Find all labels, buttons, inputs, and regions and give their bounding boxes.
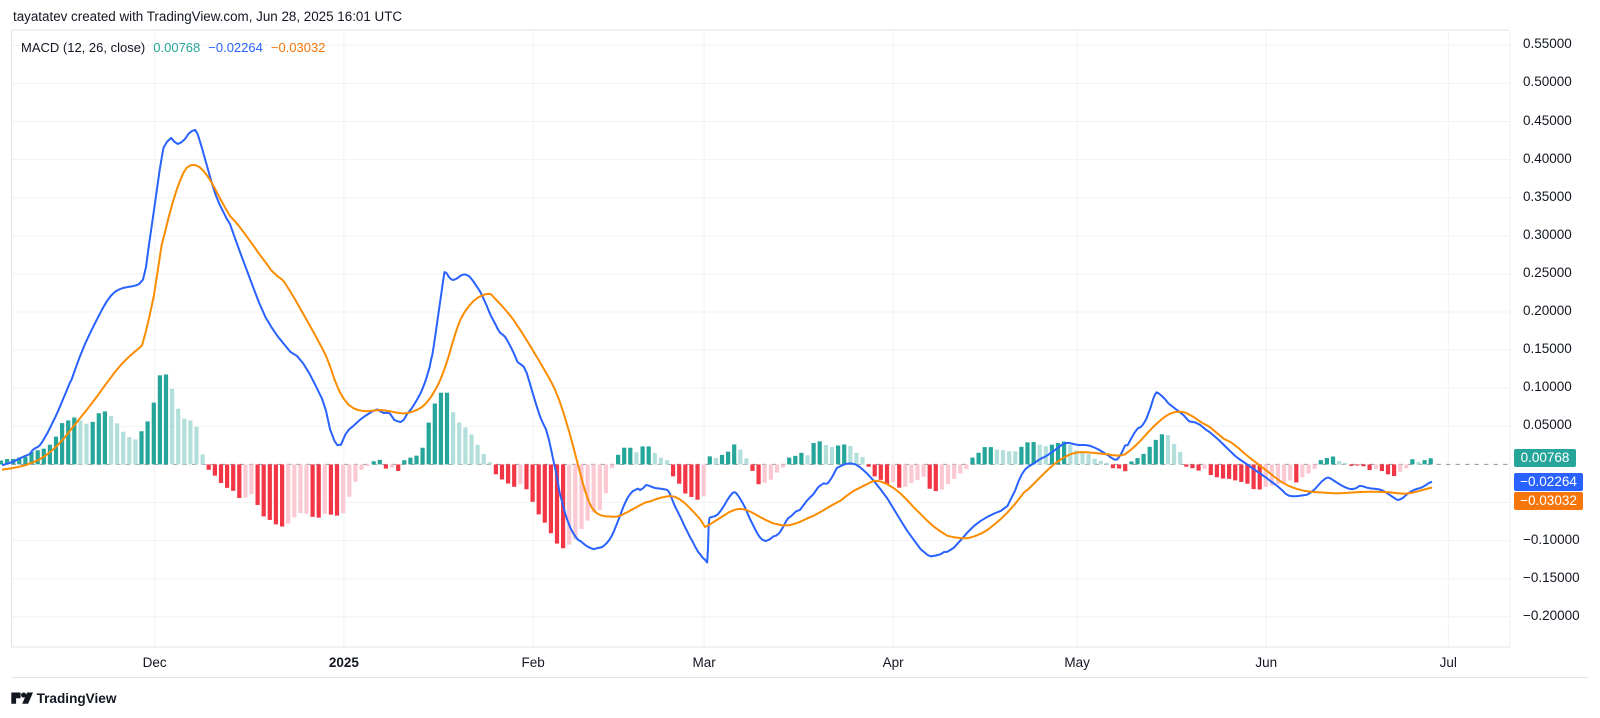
svg-text:TradingView: TradingView — [37, 691, 117, 706]
